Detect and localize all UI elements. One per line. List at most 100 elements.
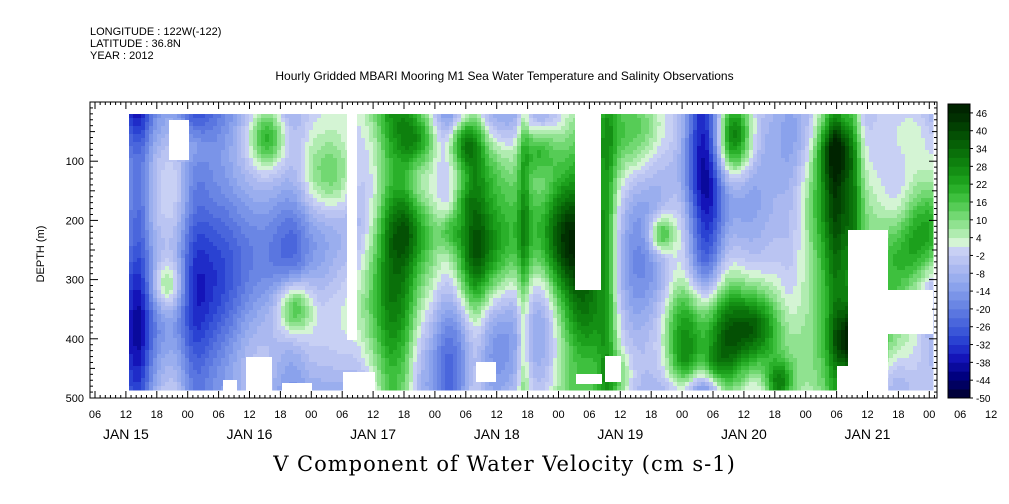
heatmap-cell xyxy=(153,310,158,315)
heatmap-cell xyxy=(285,250,290,255)
heatmap-cell xyxy=(153,138,158,143)
heatmap-cell xyxy=(397,350,402,355)
heatmap-cell xyxy=(137,114,142,119)
heatmap-cell xyxy=(249,138,254,143)
heatmap-cell xyxy=(157,170,162,175)
heatmap-cell xyxy=(341,270,346,275)
heatmap-cell xyxy=(149,358,154,363)
heatmap-cell xyxy=(281,146,286,151)
heatmap-cell xyxy=(409,154,414,159)
heatmap-cell xyxy=(273,278,278,283)
heatmap-cell xyxy=(205,370,210,375)
heatmap-cell xyxy=(397,114,402,119)
heatmap-cell xyxy=(205,362,210,367)
heatmap-cell xyxy=(289,186,294,191)
heatmap-cell xyxy=(277,142,282,147)
heatmap-cell xyxy=(405,350,410,355)
heatmap-cell xyxy=(401,338,406,343)
heatmap-cell xyxy=(129,230,134,235)
heatmap-cell xyxy=(333,278,338,283)
heatmap-cell xyxy=(389,134,394,139)
heatmap-cell xyxy=(329,266,334,271)
heatmap-cell xyxy=(265,182,270,187)
heatmap-cell xyxy=(213,298,218,303)
heatmap-cell xyxy=(253,126,258,131)
heatmap-cell xyxy=(161,158,166,163)
heatmap-cell xyxy=(329,270,334,275)
heatmap-cell xyxy=(385,346,390,351)
heatmap-cell xyxy=(173,178,178,183)
heatmap-cell xyxy=(229,170,234,175)
heatmap-cell xyxy=(321,286,326,291)
heatmap-cell xyxy=(253,270,258,275)
heatmap-cell xyxy=(377,318,382,323)
heatmap-cell xyxy=(197,134,202,139)
heatmap-cell xyxy=(209,166,214,171)
heatmap-cell xyxy=(241,242,246,247)
heatmap-cell xyxy=(381,378,386,383)
heatmap-cell xyxy=(229,174,234,179)
heatmap-cell xyxy=(369,262,374,267)
heatmap-cell xyxy=(373,130,378,135)
heatmap-cell xyxy=(169,306,174,311)
heatmap-cell xyxy=(141,174,146,179)
heatmap-cell xyxy=(289,214,294,219)
heatmap-cell xyxy=(257,186,262,191)
heatmap-cell xyxy=(361,238,366,243)
heatmap-cell xyxy=(393,174,398,179)
heatmap-cell xyxy=(181,246,186,251)
heatmap-cell xyxy=(365,282,370,287)
heatmap-cell xyxy=(285,210,290,215)
heatmap-cell xyxy=(245,270,250,275)
heatmap-cell xyxy=(209,274,214,279)
heatmap-cell xyxy=(145,178,150,183)
heatmap-cell xyxy=(345,346,350,351)
heatmap-cell xyxy=(173,354,178,359)
heatmap-cell xyxy=(137,138,142,143)
heatmap-cell xyxy=(249,146,254,151)
heatmap-cell xyxy=(337,350,342,355)
heatmap-cell xyxy=(181,286,186,291)
heatmap-cell xyxy=(249,282,254,287)
heatmap-cell xyxy=(133,290,138,295)
heatmap-cell xyxy=(305,338,310,343)
heatmap-cell xyxy=(229,370,234,375)
heatmap-cell xyxy=(133,174,138,179)
heatmap-cell xyxy=(365,362,370,367)
heatmap-cell xyxy=(165,130,170,135)
heatmap-cell xyxy=(205,126,210,131)
heatmap-cell xyxy=(365,326,370,331)
heatmap-cell xyxy=(265,290,270,295)
heatmap-cell xyxy=(269,322,274,327)
heatmap-cell xyxy=(213,306,218,311)
heatmap-cell xyxy=(137,326,142,331)
heatmap-cell xyxy=(333,374,338,379)
heatmap-cell xyxy=(313,358,318,363)
heatmap-cell xyxy=(313,366,318,371)
heatmap-cell xyxy=(389,282,394,287)
heatmap-cell xyxy=(365,150,370,155)
heatmap-cell xyxy=(365,166,370,171)
heatmap-cell xyxy=(373,226,378,231)
heatmap-cell xyxy=(217,278,222,283)
heatmap-cell xyxy=(137,190,142,195)
heatmap-cell xyxy=(257,166,262,171)
heatmap-cell xyxy=(385,138,390,143)
heatmap-cell xyxy=(309,330,314,335)
heatmap-cell xyxy=(197,338,202,343)
heatmap-cell xyxy=(409,122,414,127)
heatmap-cell xyxy=(309,214,314,219)
heatmap-cell xyxy=(265,322,270,327)
heatmap-cell xyxy=(409,146,414,151)
heatmap-cell xyxy=(245,146,250,151)
heatmap-cell xyxy=(361,338,366,343)
heatmap-cell xyxy=(249,174,254,179)
heatmap-cell xyxy=(373,170,378,175)
heatmap-cell xyxy=(217,138,222,143)
heatmap-cell xyxy=(141,202,146,207)
heatmap-cell xyxy=(261,114,266,119)
heatmap-cell xyxy=(237,198,242,203)
heatmap-cell xyxy=(153,334,158,339)
heatmap-cell xyxy=(313,158,318,163)
heatmap-cell xyxy=(321,174,326,179)
